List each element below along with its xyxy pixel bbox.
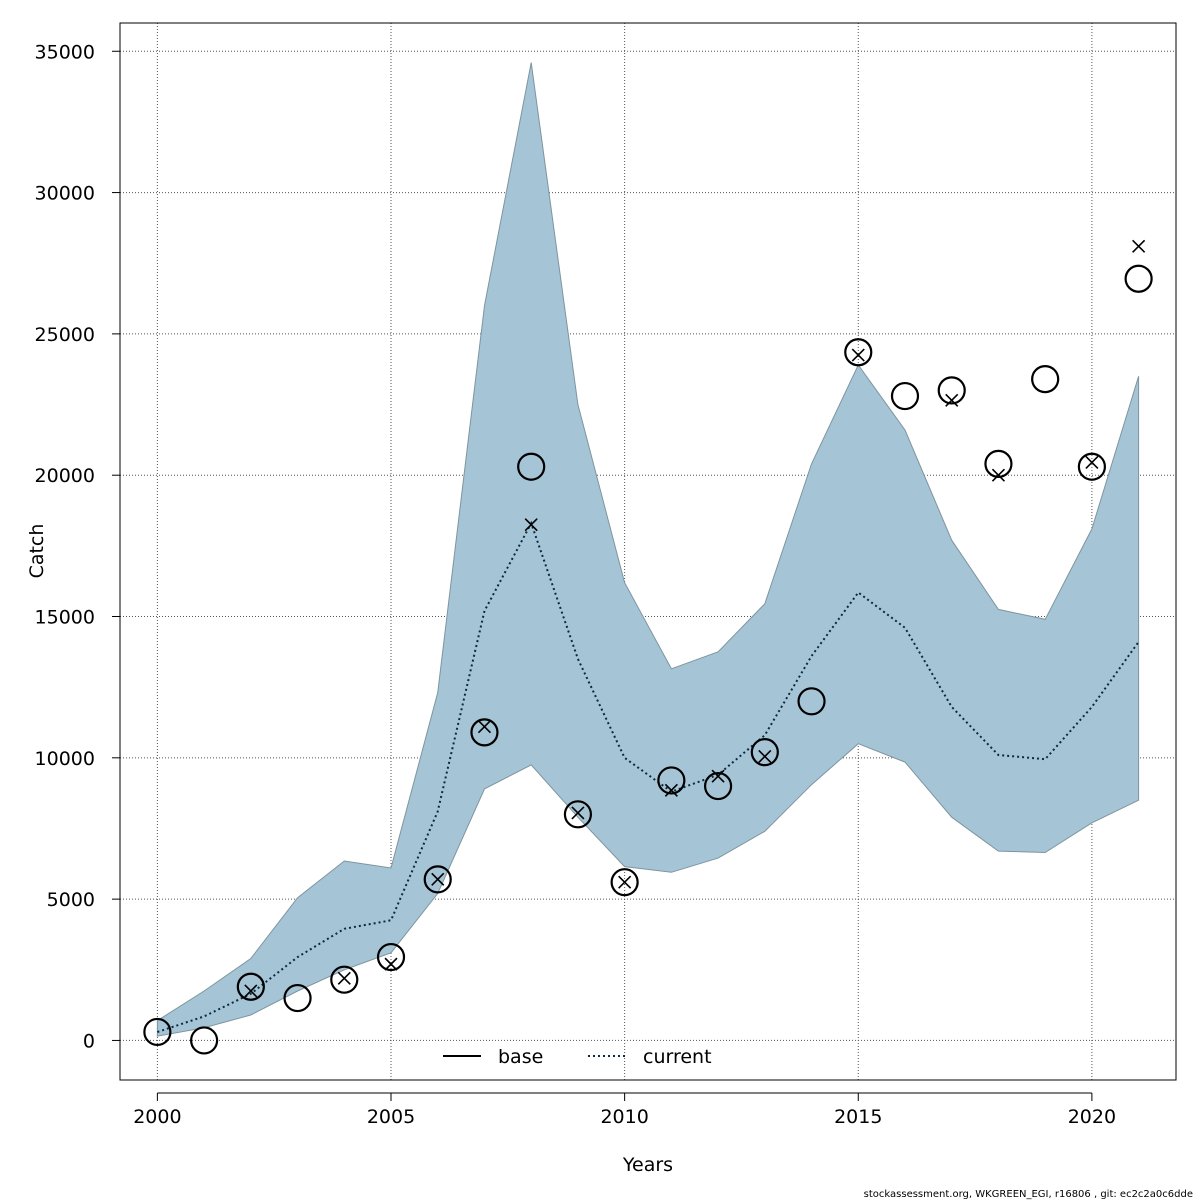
predicted-point-2002 (244, 984, 258, 998)
observed-point-2006 (423, 865, 452, 894)
y-tick-label-30000: 30000 (35, 183, 95, 205)
observed-point-2005 (376, 942, 406, 972)
confidence-band (156, 62, 1140, 1037)
observed-point-2020 (1077, 452, 1106, 481)
legend: base current (443, 1046, 712, 1068)
marker-group (143, 239, 1153, 1055)
x-axis-title: Years (622, 1154, 673, 1176)
observed-point-2008 (517, 452, 546, 481)
observed-point-2012 (703, 771, 733, 801)
predicted-point-2008 (524, 518, 538, 532)
axes: 2000 2005 2010 2015 2020 0 5000 10000 15000 20000… (35, 22, 1177, 1128)
predicted-point-2004 (337, 971, 351, 985)
observed-point-2018 (984, 449, 1013, 478)
grid-lines (120, 23, 1176, 1080)
predicted-point-2015 (851, 348, 865, 362)
y-tick-label-25000: 25000 (35, 324, 95, 346)
y-axis-title: Catch (26, 524, 48, 579)
observed-point-2017 (937, 376, 966, 405)
predicted-point-2021 (1132, 239, 1146, 253)
predicted-point-2013 (758, 749, 772, 763)
legend-label-base: base (498, 1046, 543, 1068)
predicted-point-2005 (384, 957, 398, 971)
x-tick-label-2000: 2000 (133, 1106, 181, 1128)
legend-label-current: current (643, 1046, 712, 1068)
observed-point-2007 (470, 718, 499, 747)
y-tick-label-15000: 15000 (35, 607, 95, 629)
predicted-point-2020 (1085, 455, 1099, 470)
observed-point-2013 (750, 738, 779, 767)
observed-point-2019 (1031, 365, 1060, 394)
predicted-point-2010 (618, 875, 632, 889)
y-tick-label-20000: 20000 (35, 465, 95, 487)
predicted-point-2011 (664, 783, 678, 797)
plot-frame (119, 22, 1177, 1081)
y-tick-label-10000: 10000 (35, 748, 95, 770)
observed-point-2002 (236, 972, 265, 1001)
y-tick-label-5000: 5000 (47, 889, 95, 911)
confidence-band-group (156, 62, 1140, 1037)
y-tick-label-35000: 35000 (35, 41, 95, 63)
predicted-point-2018 (991, 468, 1006, 482)
footer-credit: stockassessment.org, WKGREEN_EGI, r16806… (864, 1189, 1193, 1200)
x-tick-label-2020: 2020 (1068, 1106, 1116, 1128)
observed-point-2000 (143, 1017, 172, 1047)
observed-point-2021 (1124, 264, 1153, 293)
observed-point-2016 (890, 381, 920, 411)
y-tick-label-0: 0 (83, 1030, 95, 1052)
observed-point-2010 (610, 868, 639, 897)
observed-point-2011 (657, 766, 686, 795)
x-tick-label-2015: 2015 (834, 1106, 882, 1128)
predicted-point-2017 (945, 393, 959, 407)
observed-point-2003 (283, 983, 312, 1013)
observed-point-2009 (563, 800, 593, 829)
predicted-point-2007 (477, 720, 492, 734)
predicted-point-2006 (431, 872, 445, 886)
predicted-point-2012 (711, 769, 725, 783)
predicted-point-2009 (571, 806, 585, 820)
observed-point-2001 (190, 1026, 219, 1055)
observed-point-2015 (844, 338, 873, 367)
x-tick-label-2005: 2005 (367, 1106, 415, 1128)
observed-point-2014 (797, 687, 826, 716)
x-tick-label-2010: 2010 (600, 1106, 648, 1128)
observed-point-2004 (330, 965, 359, 994)
